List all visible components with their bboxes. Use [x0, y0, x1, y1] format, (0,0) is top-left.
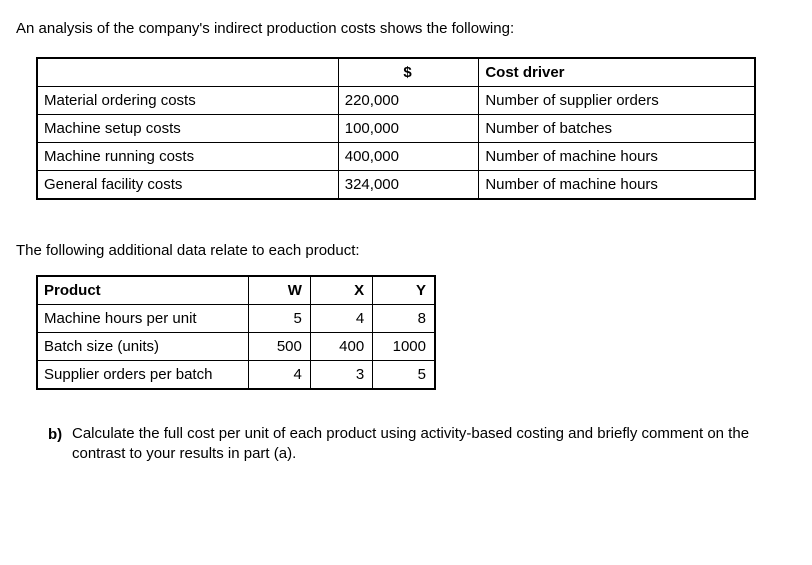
product-val-w: 5	[248, 305, 310, 333]
table-row: Material ordering costs 220,000 Number o…	[37, 87, 755, 115]
intro-text: An analysis of the company's indirect pr…	[16, 18, 796, 39]
product-val-x: 3	[310, 361, 372, 390]
cost-driver: Number of machine hours	[479, 143, 755, 171]
cost-label: Machine running costs	[37, 143, 338, 171]
col-header-w: W	[248, 276, 310, 305]
product-val-y: 5	[373, 361, 435, 390]
product-val-w: 4	[248, 361, 310, 390]
cost-amount: 220,000	[338, 87, 479, 115]
col-header-product: Product	[37, 276, 248, 305]
question-text: Calculate the full cost per unit of each…	[72, 424, 792, 465]
cost-amount: 100,000	[338, 115, 479, 143]
table-row: Machine running costs 400,000 Number of …	[37, 143, 755, 171]
cost-driver: Number of batches	[479, 115, 755, 143]
cost-table: $ Cost driver Material ordering costs 22…	[36, 57, 756, 200]
product-row-label: Machine hours per unit	[37, 305, 248, 333]
cost-amount: 324,000	[338, 171, 479, 200]
table-row: Machine setup costs 100,000 Number of ba…	[37, 115, 755, 143]
cost-label: General facility costs	[37, 171, 338, 200]
product-val-x: 400	[310, 333, 372, 361]
col-header-blank	[37, 58, 338, 87]
table-row: Supplier orders per batch 4 3 5	[37, 361, 435, 390]
col-header-dollar: $	[338, 58, 479, 87]
cost-amount: 400,000	[338, 143, 479, 171]
table-row: Machine hours per unit 5 4 8	[37, 305, 435, 333]
product-val-x: 4	[310, 305, 372, 333]
table-header-row: Product W X Y	[37, 276, 435, 305]
col-header-driver: Cost driver	[479, 58, 755, 87]
product-val-y: 8	[373, 305, 435, 333]
col-header-x: X	[310, 276, 372, 305]
product-table: Product W X Y Machine hours per unit 5 4…	[36, 275, 436, 390]
cost-driver: Number of machine hours	[479, 171, 755, 200]
table-row: General facility costs 324,000 Number of…	[37, 171, 755, 200]
cost-label: Machine setup costs	[37, 115, 338, 143]
product-val-w: 500	[248, 333, 310, 361]
col-header-y: Y	[373, 276, 435, 305]
question-marker: b)	[48, 424, 72, 445]
cost-label: Material ordering costs	[37, 87, 338, 115]
product-val-y: 1000	[373, 333, 435, 361]
product-row-label: Batch size (units)	[37, 333, 248, 361]
cost-driver: Number of supplier orders	[479, 87, 755, 115]
question-b: b) Calculate the full cost per unit of e…	[48, 424, 792, 465]
product-row-label: Supplier orders per batch	[37, 361, 248, 390]
table-header-row: $ Cost driver	[37, 58, 755, 87]
table-row: Batch size (units) 500 400 1000	[37, 333, 435, 361]
mid-text: The following additional data relate to …	[16, 240, 796, 261]
